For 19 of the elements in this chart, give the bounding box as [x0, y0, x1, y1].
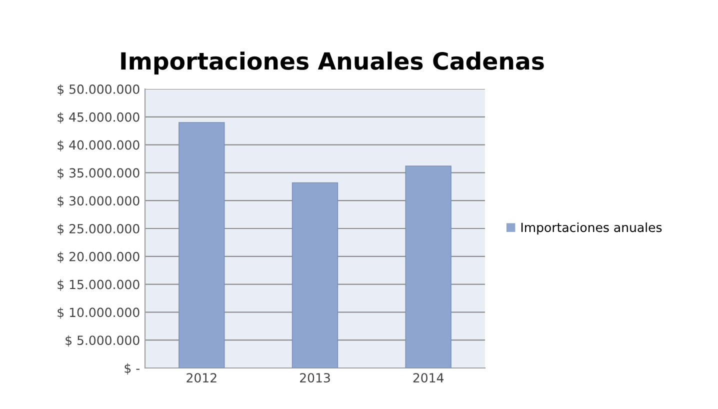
- legend-label: Importaciones anuales: [521, 222, 662, 235]
- y-tick-label: $ 45.000.000: [58, 112, 140, 124]
- y-tick-label: $ 30.000.000: [58, 196, 140, 208]
- bar: [292, 182, 338, 368]
- y-tick-label: $ 40.000.000: [58, 140, 140, 152]
- y-tick-label: $ -: [124, 363, 140, 375]
- bar: [405, 166, 452, 368]
- x-tick-label: 2013: [300, 373, 330, 383]
- y-tick-label: $ 50.000.000: [58, 84, 140, 96]
- x-tick-label: 2014: [413, 373, 444, 383]
- bar: [178, 122, 225, 368]
- y-tick-label: $ 35.000.000: [58, 168, 140, 180]
- chart-title: Importaciones Anuales Cadenas: [121, 52, 544, 74]
- y-tick-label: $ 25.000.000: [58, 224, 140, 236]
- x-tick-label: 2012: [186, 373, 216, 383]
- y-tick-label: $ 15.000.000: [58, 280, 140, 291]
- y-tick-label: $ 20.000.000: [58, 252, 140, 263]
- y-tick-label: $ 5.000.000: [66, 335, 140, 347]
- y-tick-label: $ 10.000.000: [58, 307, 140, 319]
